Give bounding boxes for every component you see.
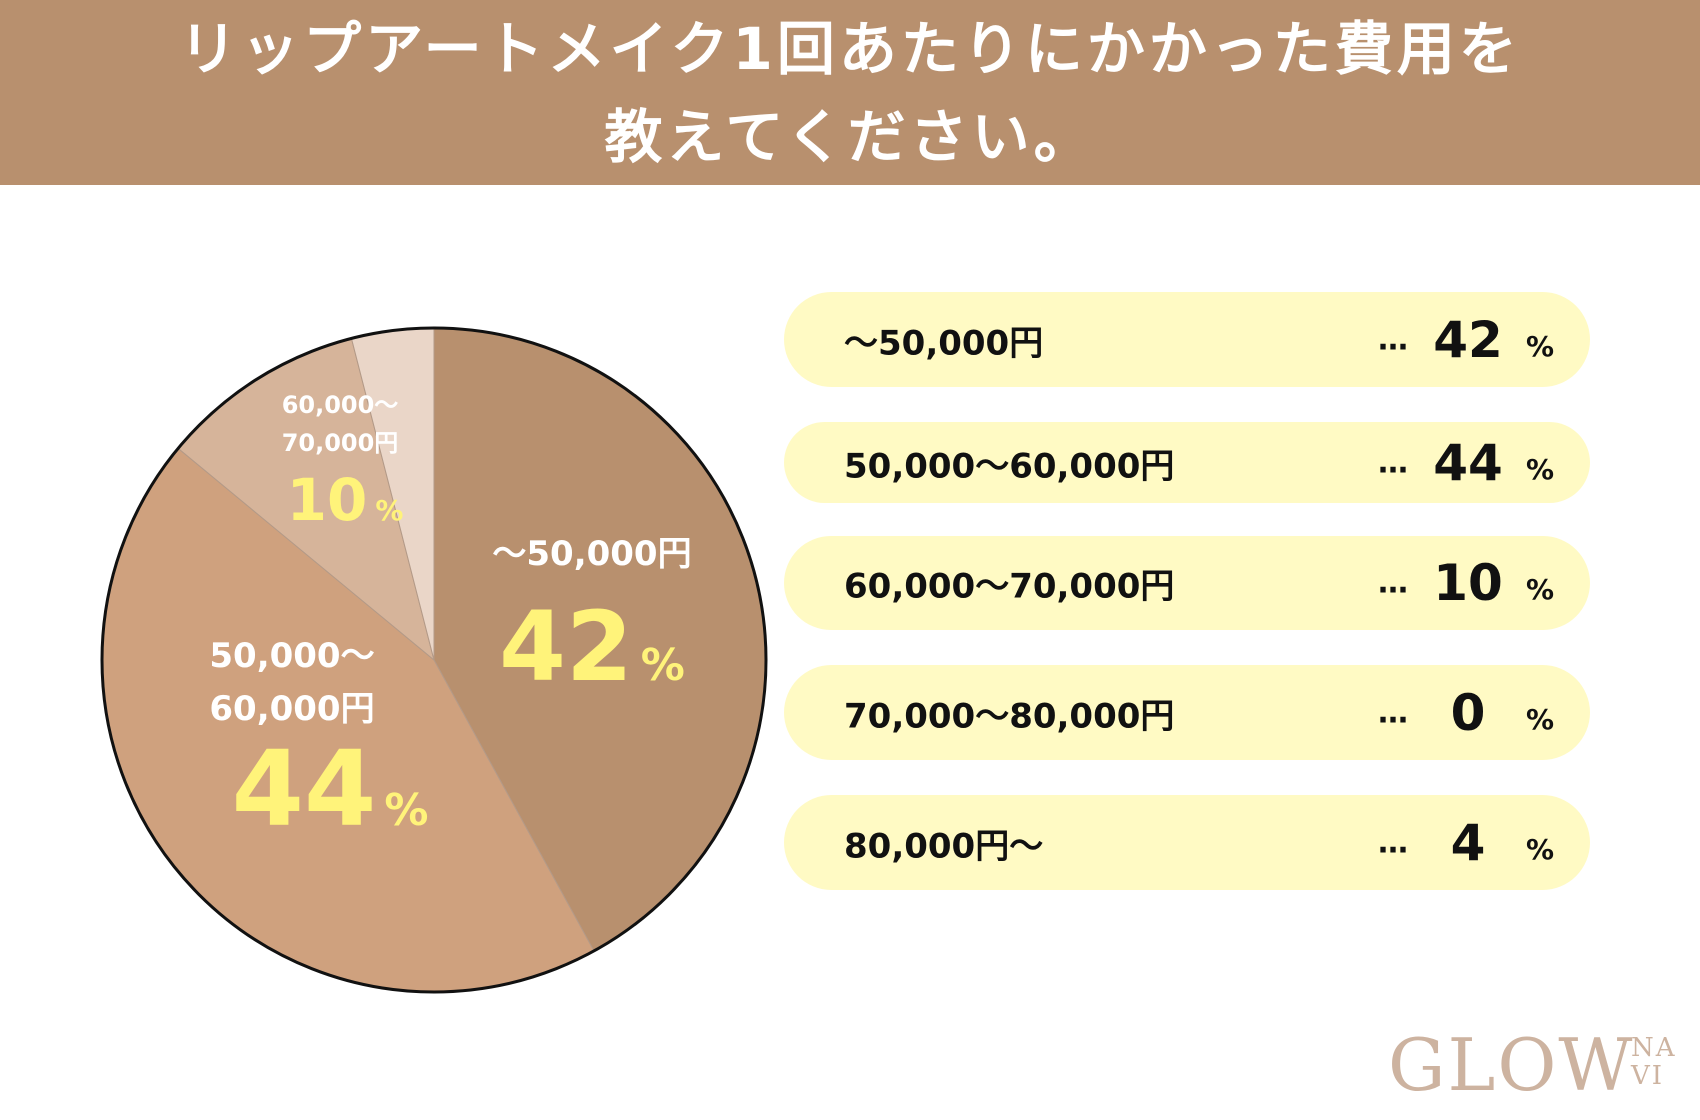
legend-label: 70,000〜80,000円: [844, 696, 1175, 736]
legend-label: 50,000〜60,000円: [844, 446, 1175, 486]
legend-percent-sign: %: [1525, 329, 1554, 363]
legend-dots: …: [1378, 565, 1408, 601]
legend-row: 60,000〜70,000円 … 10 %: [784, 536, 1590, 630]
legend-dots: …: [1378, 445, 1408, 480]
logo-sub-bottom: VI: [1631, 1061, 1665, 1091]
slice-category-label: 〜50,000円: [492, 534, 691, 574]
legend-percent-sign: %: [1525, 832, 1554, 866]
legend-value: 10: [1433, 554, 1503, 612]
legend-row: 70,000〜80,000円 … 0 %: [784, 665, 1590, 760]
legend-label: 80,000円〜: [844, 826, 1044, 866]
legend-row: 〜50,000円 … 42 %: [784, 292, 1590, 387]
slice-category-label: 70,000円: [282, 429, 399, 457]
legend-percent-sign: %: [1525, 702, 1554, 736]
pie-outline: [100, 326, 768, 994]
logo-subtext: NA VI: [1631, 1034, 1675, 1091]
title-line-2: 教えてください。: [604, 102, 1096, 171]
slice-category-label: 60,000円: [209, 689, 374, 729]
legend-percent-sign: %: [1525, 573, 1554, 607]
slice-percent-label: 44%: [232, 728, 429, 850]
legend-row: 80,000円〜 … 4 %: [784, 795, 1590, 890]
legend-dots: …: [1378, 825, 1408, 860]
slice-percent-label: 42%: [499, 591, 685, 703]
legend-value: 42: [1433, 310, 1503, 369]
legend-value: 0: [1450, 683, 1486, 742]
legend-row: 50,000〜60,000円 … 44 %: [784, 422, 1590, 503]
slice-category-label: 50,000〜: [209, 636, 374, 676]
legend-label: 60,000〜70,000円: [844, 566, 1175, 607]
legend-dots: …: [1378, 695, 1408, 730]
logo-sub-top: NA: [1631, 1033, 1677, 1063]
legend-dots: …: [1378, 322, 1408, 357]
legend-value: 4: [1450, 813, 1486, 872]
legend-value: 44: [1433, 433, 1503, 492]
legend-percent-sign: %: [1525, 452, 1554, 486]
slice-percent-label: 10%: [287, 466, 404, 534]
legend-label: 〜50,000円: [844, 323, 1044, 363]
logo-wordmark: GLOW: [1388, 1023, 1635, 1107]
title-line-1: リップアートメイク1回あたりにかかった費用を: [179, 14, 1521, 83]
slice-category-label: 60,000〜: [282, 391, 399, 419]
chart-title-banner: リップアートメイク1回あたりにかかった費用を 教えてください。: [0, 0, 1700, 185]
glow-navi-logo: GLOW NA VI: [1388, 1020, 1678, 1107]
